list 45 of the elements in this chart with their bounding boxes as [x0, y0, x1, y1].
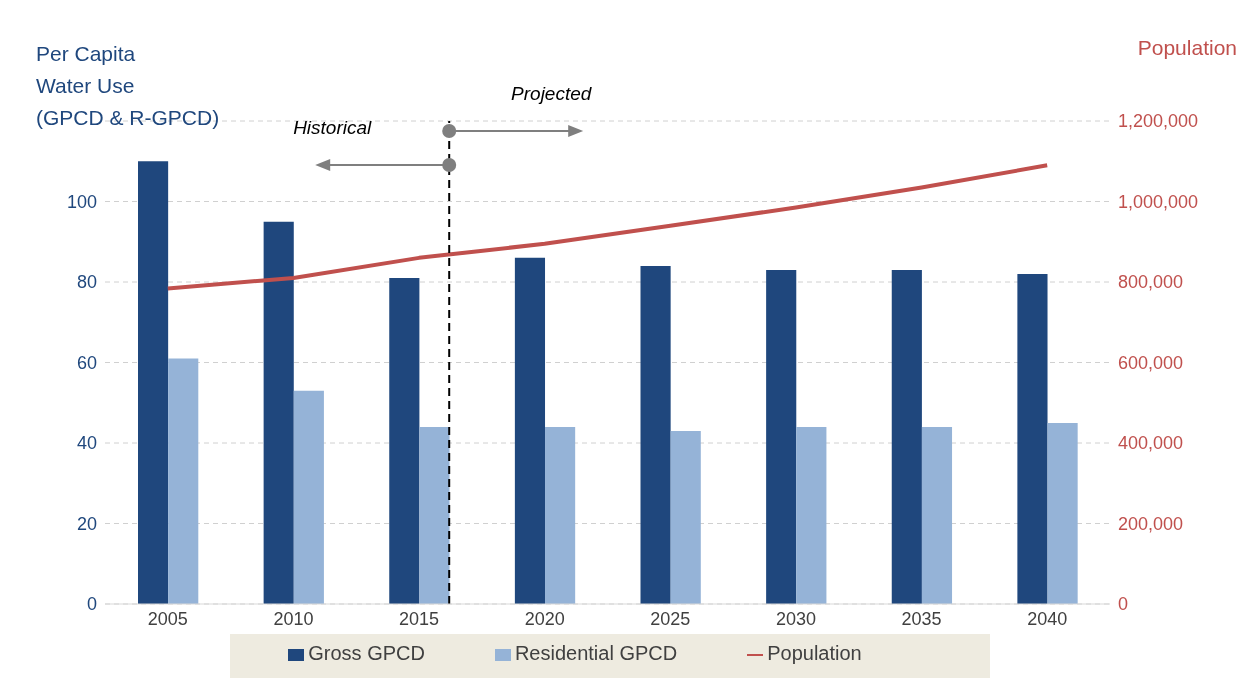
x-tick-label: 2010: [273, 608, 314, 629]
bar: [796, 426, 827, 604]
bar: [766, 269, 797, 604]
bar: [389, 277, 420, 604]
bar: [640, 265, 671, 604]
y2-tick-label: 1,000,000: [1118, 191, 1199, 212]
bar: [1047, 422, 1078, 604]
bar: [545, 426, 576, 604]
y-tick-label: 100: [66, 191, 97, 212]
y2-tick-label: 1,200,000: [1118, 111, 1199, 132]
legend-label: Population: [767, 642, 862, 664]
bar: [138, 161, 169, 604]
y2-tick-label: 600,000: [1118, 352, 1184, 373]
x-tick-label: 2035: [901, 608, 942, 629]
y-tick-label: 20: [76, 513, 97, 534]
x-tick-label: 2005: [147, 608, 188, 629]
x-tick-label: 2020: [524, 608, 565, 629]
annotation: Historical: [293, 117, 372, 139]
bar: [514, 257, 546, 604]
bar: [419, 426, 450, 604]
x-tick-label: 2015: [399, 608, 440, 629]
bar: [293, 390, 324, 604]
legend-label: Gross GPCD: [308, 642, 425, 664]
bar: [891, 269, 922, 604]
bar: [263, 221, 294, 604]
x-tick-label: 2030: [775, 608, 816, 629]
x-tick-label: 2025: [650, 608, 691, 629]
y2-axis-title: Population: [1137, 36, 1237, 60]
y-tick-label: 0: [86, 594, 97, 615]
y-tick-label: 80: [76, 272, 97, 293]
text: Projected: [511, 83, 592, 105]
y2-tick-label: 400,000: [1118, 433, 1184, 454]
y-axis-title: Per Capita Water Use (GPCD & R-GPCD): [36, 41, 220, 131]
bar: [921, 426, 953, 604]
bar: [168, 358, 199, 604]
legend-label: Residential GPCD: [514, 642, 678, 664]
bar: [1017, 273, 1048, 604]
y2-tick-label: 200,000: [1118, 513, 1184, 534]
x-tick-label: 2040: [1027, 608, 1068, 629]
y2-tick-label: 0: [1118, 594, 1129, 615]
line-series: [165, 163, 1050, 291]
y-tick-label: 60: [76, 352, 97, 373]
y-tick-label: 40: [76, 433, 97, 454]
y2-tick-label: 800,000: [1118, 272, 1184, 293]
bar: [670, 430, 701, 604]
